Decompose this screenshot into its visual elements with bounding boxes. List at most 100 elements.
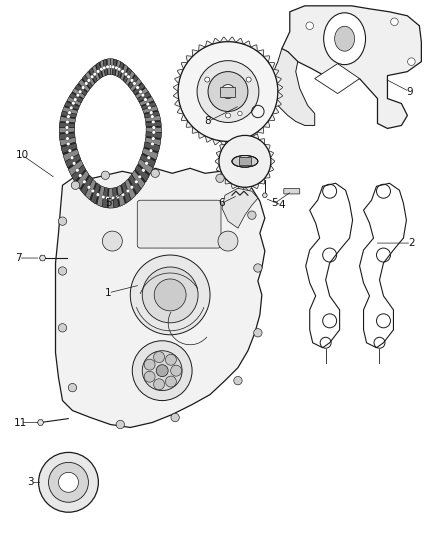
Polygon shape xyxy=(118,62,124,78)
Polygon shape xyxy=(39,255,46,261)
Circle shape xyxy=(142,351,182,391)
Circle shape xyxy=(121,193,124,197)
Circle shape xyxy=(246,77,251,82)
Polygon shape xyxy=(228,37,236,42)
Polygon shape xyxy=(199,132,205,139)
Polygon shape xyxy=(251,132,257,139)
Polygon shape xyxy=(37,420,44,425)
Polygon shape xyxy=(78,79,90,92)
Circle shape xyxy=(67,142,70,146)
Polygon shape xyxy=(63,149,79,161)
Circle shape xyxy=(391,18,398,26)
Circle shape xyxy=(152,131,155,134)
Polygon shape xyxy=(236,139,244,145)
Polygon shape xyxy=(277,84,283,92)
Polygon shape xyxy=(225,139,231,144)
Polygon shape xyxy=(61,111,77,118)
Polygon shape xyxy=(192,127,199,133)
Circle shape xyxy=(117,67,121,71)
Circle shape xyxy=(126,189,130,193)
Circle shape xyxy=(144,98,147,101)
Polygon shape xyxy=(268,150,274,158)
Polygon shape xyxy=(257,127,264,133)
Polygon shape xyxy=(59,127,74,133)
Polygon shape xyxy=(257,50,264,56)
Polygon shape xyxy=(177,69,184,76)
Polygon shape xyxy=(71,165,86,182)
Polygon shape xyxy=(131,78,141,91)
Polygon shape xyxy=(107,59,110,75)
Polygon shape xyxy=(212,139,220,145)
Polygon shape xyxy=(186,121,193,127)
Circle shape xyxy=(149,111,153,115)
Polygon shape xyxy=(146,132,162,139)
Polygon shape xyxy=(238,186,245,191)
Polygon shape xyxy=(59,123,75,127)
Circle shape xyxy=(139,90,142,93)
Text: 6: 6 xyxy=(219,198,225,208)
Polygon shape xyxy=(75,84,87,95)
Polygon shape xyxy=(259,179,265,184)
Polygon shape xyxy=(181,114,187,121)
Polygon shape xyxy=(140,154,155,168)
Polygon shape xyxy=(120,64,128,80)
Polygon shape xyxy=(175,99,180,107)
Polygon shape xyxy=(85,179,96,200)
Polygon shape xyxy=(277,92,283,99)
Circle shape xyxy=(58,217,67,225)
Circle shape xyxy=(78,90,82,93)
Circle shape xyxy=(238,111,242,116)
Polygon shape xyxy=(271,158,275,165)
FancyBboxPatch shape xyxy=(117,189,133,194)
Circle shape xyxy=(149,149,153,152)
Text: 8: 8 xyxy=(205,117,212,126)
Polygon shape xyxy=(177,107,184,114)
Circle shape xyxy=(82,180,86,183)
Circle shape xyxy=(154,279,186,311)
Circle shape xyxy=(148,106,151,110)
Circle shape xyxy=(208,71,248,111)
Polygon shape xyxy=(245,186,252,191)
Circle shape xyxy=(151,142,154,146)
Polygon shape xyxy=(121,182,131,203)
Circle shape xyxy=(106,65,110,69)
Polygon shape xyxy=(272,69,279,76)
Circle shape xyxy=(74,98,77,101)
Polygon shape xyxy=(314,63,360,94)
Circle shape xyxy=(68,149,71,152)
Circle shape xyxy=(75,168,79,172)
Circle shape xyxy=(111,196,115,200)
Circle shape xyxy=(144,359,155,370)
Polygon shape xyxy=(113,187,119,208)
Polygon shape xyxy=(263,121,270,127)
Circle shape xyxy=(70,156,74,159)
Circle shape xyxy=(49,462,88,502)
Polygon shape xyxy=(228,141,236,146)
Circle shape xyxy=(136,86,139,90)
Polygon shape xyxy=(135,88,148,99)
Polygon shape xyxy=(96,62,102,78)
Circle shape xyxy=(141,93,145,97)
Polygon shape xyxy=(81,175,93,196)
Circle shape xyxy=(147,156,151,159)
Polygon shape xyxy=(252,134,259,140)
Polygon shape xyxy=(85,71,95,86)
Polygon shape xyxy=(125,179,136,200)
Circle shape xyxy=(141,168,145,172)
Circle shape xyxy=(221,85,235,99)
Circle shape xyxy=(154,379,165,390)
Circle shape xyxy=(219,135,271,187)
Circle shape xyxy=(71,101,75,105)
FancyBboxPatch shape xyxy=(137,200,221,248)
Circle shape xyxy=(130,185,134,189)
Polygon shape xyxy=(67,96,81,106)
Polygon shape xyxy=(129,174,141,194)
Polygon shape xyxy=(282,6,421,128)
Polygon shape xyxy=(205,136,212,142)
Polygon shape xyxy=(137,92,151,102)
Circle shape xyxy=(102,195,105,199)
Polygon shape xyxy=(110,59,113,75)
Polygon shape xyxy=(245,132,252,136)
Circle shape xyxy=(66,120,69,124)
Polygon shape xyxy=(259,139,265,144)
